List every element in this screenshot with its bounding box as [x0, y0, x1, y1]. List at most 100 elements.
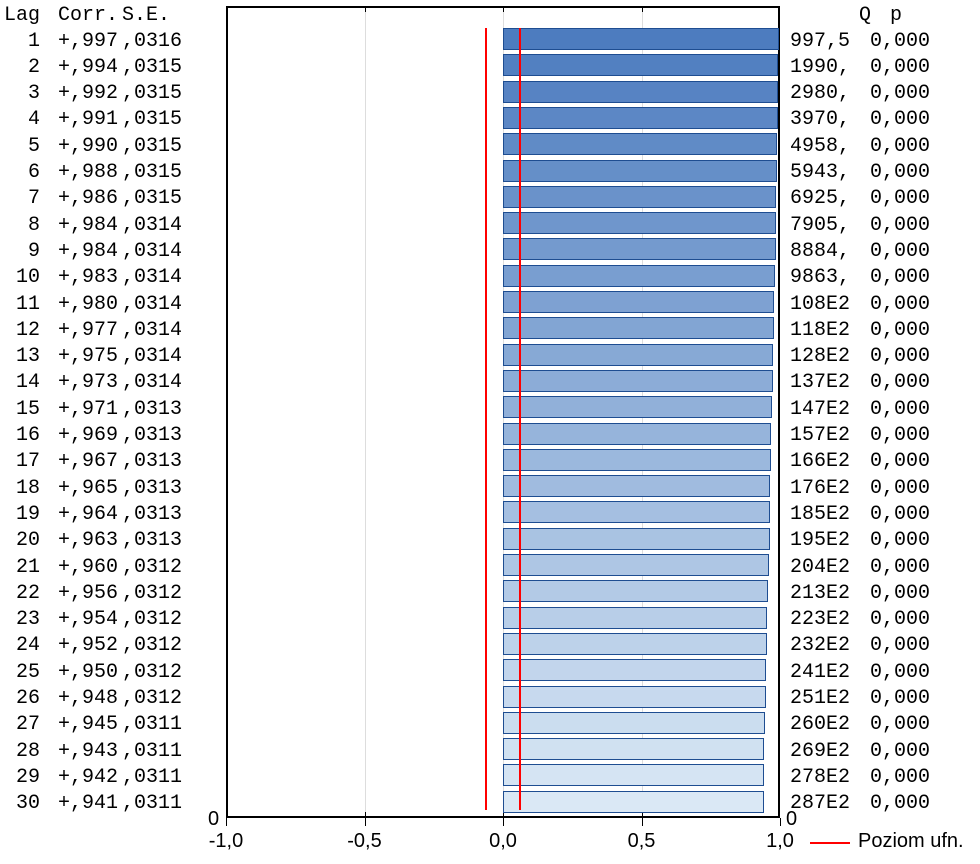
xtick-mark [642, 818, 643, 826]
acf-bar [503, 81, 778, 103]
acf-bar [503, 28, 779, 50]
cell-p: 0,000 [870, 503, 940, 526]
cell-corr: +,969 [48, 424, 118, 447]
table-row: 11+,980,0314108E20,000 [0, 291, 980, 317]
cell-se: ,0314 [122, 240, 182, 263]
cell-corr: +,990 [48, 135, 118, 158]
cell-se: ,0312 [122, 608, 182, 631]
cell-p: 0,000 [870, 30, 940, 53]
cell-lag: 9 [0, 240, 40, 263]
cell-corr: +,967 [48, 450, 118, 473]
cell-p: 0,000 [870, 187, 940, 210]
acf-bar [503, 475, 770, 497]
cell-p: 0,000 [870, 398, 940, 421]
cell-p: 0,000 [870, 608, 940, 631]
cell-lag: 17 [0, 450, 40, 473]
cell-se: ,0315 [122, 82, 182, 105]
cell-p: 0,000 [870, 214, 940, 237]
acf-bar [503, 686, 766, 708]
cell-corr: +,986 [48, 187, 118, 210]
cell-se: ,0313 [122, 450, 182, 473]
cell-se: ,0312 [122, 634, 182, 657]
cell-se: ,0314 [122, 293, 182, 316]
cell-q: 147E2 [790, 398, 860, 421]
acf-bar [503, 580, 768, 602]
cell-p: 0,000 [870, 556, 940, 579]
table-row: 21+,960,0312204E20,000 [0, 554, 980, 580]
cell-se: ,0312 [122, 556, 182, 579]
cell-lag: 2 [0, 56, 40, 79]
cell-se: ,0313 [122, 529, 182, 552]
cell-corr: +,983 [48, 266, 118, 289]
cell-q: 1990, [790, 56, 860, 79]
table-row: 14+,973,0314137E20,000 [0, 370, 980, 396]
cell-lag: 13 [0, 345, 40, 368]
cell-lag: 28 [0, 740, 40, 763]
autocorrelation-chart: LagCorr.S.E.Qp1+,997,0316997,50,0002+,99… [0, 0, 980, 864]
cell-lag: 18 [0, 477, 40, 500]
acf-bar [503, 370, 773, 392]
cell-corr: +,975 [48, 345, 118, 368]
xtick-label: 1,0 [760, 830, 800, 853]
xtick-label: -1,0 [206, 830, 246, 853]
cell-q: 8884, [790, 240, 860, 263]
cell-q: 5943, [790, 161, 860, 184]
header-lag: Lag [0, 4, 40, 27]
acf-bar [503, 291, 774, 313]
table-row: 3+,992,03152980,0,000 [0, 81, 980, 107]
zero-label-right: 0 [786, 808, 797, 831]
cell-q: 287E2 [790, 792, 860, 815]
cell-q: 176E2 [790, 477, 860, 500]
cell-se: ,0313 [122, 398, 182, 421]
table-row: 25+,950,0312241E20,000 [0, 659, 980, 685]
cell-p: 0,000 [870, 345, 940, 368]
cell-corr: +,941 [48, 792, 118, 815]
confidence-line [485, 28, 487, 810]
acf-bar [503, 791, 764, 813]
cell-lag: 3 [0, 82, 40, 105]
cell-q: 7905, [790, 214, 860, 237]
cell-p: 0,000 [870, 135, 940, 158]
acf-bar [503, 317, 774, 339]
acf-bar [503, 501, 770, 523]
cell-q: 223E2 [790, 608, 860, 631]
cell-se: ,0311 [122, 792, 182, 815]
cell-lag: 12 [0, 319, 40, 342]
table-row: 23+,954,0312223E20,000 [0, 607, 980, 633]
cell-p: 0,000 [870, 108, 940, 131]
cell-q: 241E2 [790, 661, 860, 684]
confidence-line [519, 28, 521, 810]
cell-lag: 15 [0, 398, 40, 421]
cell-q: 195E2 [790, 529, 860, 552]
table-row: 10+,983,03149863,0,000 [0, 265, 980, 291]
table-row: 19+,964,0313185E20,000 [0, 501, 980, 527]
cell-lag: 26 [0, 687, 40, 710]
cell-corr: +,956 [48, 582, 118, 605]
xtick-label: 0,5 [622, 830, 662, 853]
cell-q: 269E2 [790, 740, 860, 763]
cell-q: 118E2 [790, 319, 860, 342]
cell-corr: +,971 [48, 398, 118, 421]
cell-lag: 25 [0, 661, 40, 684]
table-row: 1+,997,0316997,50,000 [0, 28, 980, 54]
cell-se: ,0314 [122, 266, 182, 289]
cell-q: 157E2 [790, 424, 860, 447]
cell-p: 0,000 [870, 56, 940, 79]
cell-lag: 4 [0, 108, 40, 131]
xtick-label: -0,5 [345, 830, 385, 853]
cell-corr: +,991 [48, 108, 118, 131]
table-row: 22+,956,0312213E20,000 [0, 580, 980, 606]
cell-lag: 21 [0, 556, 40, 579]
cell-se: ,0315 [122, 108, 182, 131]
cell-se: ,0315 [122, 135, 182, 158]
cell-q: 251E2 [790, 687, 860, 710]
cell-p: 0,000 [870, 792, 940, 815]
acf-bar [503, 54, 778, 76]
table-row: 5+,990,03154958,0,000 [0, 133, 980, 159]
legend-line [810, 842, 850, 844]
cell-lag: 27 [0, 713, 40, 736]
table-row: 9+,984,03148884,0,000 [0, 238, 980, 264]
cell-lag: 29 [0, 766, 40, 789]
cell-p: 0,000 [870, 450, 940, 473]
cell-se: ,0312 [122, 582, 182, 605]
